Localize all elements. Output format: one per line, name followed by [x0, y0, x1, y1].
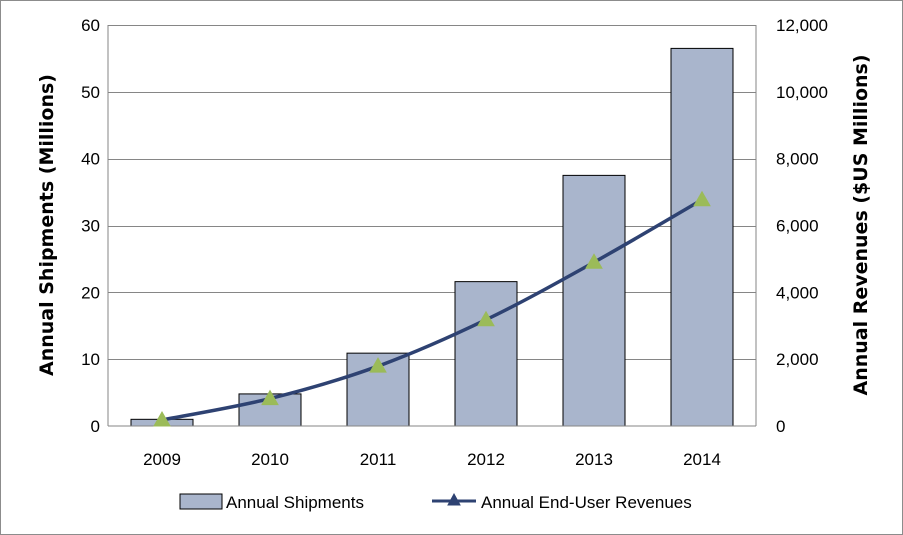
x-tick-label: 2009	[143, 450, 181, 469]
revenue-marker	[585, 253, 603, 269]
y2-tick-label: 12,000	[776, 16, 828, 35]
y-axis-title: Annual Shipments (Millions)	[36, 74, 58, 376]
x-tick-label: 2011	[360, 450, 397, 469]
revenue-marker	[369, 357, 387, 373]
revenue-line	[161, 198, 703, 422]
y-tick-label: 20	[81, 283, 100, 302]
x-tick-label: 2013	[575, 450, 613, 469]
y2-tick-label: 8,000	[776, 150, 819, 169]
legend-label-shipments: Annual Shipments	[226, 493, 364, 512]
y2-tick-label: 6,000	[776, 217, 819, 236]
legend: Annual Shipments Annual End-User Revenue…	[179, 492, 692, 512]
revenue-marker	[693, 190, 711, 207]
x-tick-label: 2012	[467, 450, 505, 469]
axes	[107, 25, 757, 427]
gridlines	[108, 25, 756, 360]
y-tick-label: 40	[81, 150, 100, 169]
y2-tick-label: 2,000	[776, 350, 819, 369]
y-tick-label: 60	[81, 16, 100, 35]
y2-tick-label: 4,000	[776, 283, 819, 302]
right-tick-labels: 0 2,000 4,000 6,000 8,000 10,000 12,000	[776, 16, 828, 436]
bar	[670, 47, 734, 427]
y2-tick-label: 10,000	[776, 83, 828, 102]
x-tick-labels: 2009 2010 2011 2012 2013 2014	[143, 450, 721, 469]
revenue-marker	[261, 389, 279, 406]
x-tick-label: 2014	[683, 450, 721, 469]
revenue-marker	[153, 410, 171, 427]
legend-label-revenues: Annual End-User Revenues	[481, 493, 692, 512]
bar	[562, 174, 626, 427]
y-tick-label: 50	[81, 83, 100, 102]
revenue-marker	[477, 310, 495, 327]
bar	[454, 281, 518, 427]
y2-tick-label: 0	[776, 417, 785, 436]
x-tick-label: 2010	[251, 450, 289, 469]
legend-swatch-shipments	[179, 493, 223, 510]
y2-axis-title: Annual Revenues ($US Millions)	[850, 54, 872, 395]
y-tick-label: 10	[81, 350, 100, 369]
y-tick-label: 30	[81, 217, 100, 236]
legend-swatch-revenues-marker	[447, 492, 461, 506]
line-series	[153, 190, 711, 427]
y-tick-label: 0	[91, 417, 100, 436]
left-tick-labels: 0 10 20 30 40 50 60	[81, 16, 100, 436]
